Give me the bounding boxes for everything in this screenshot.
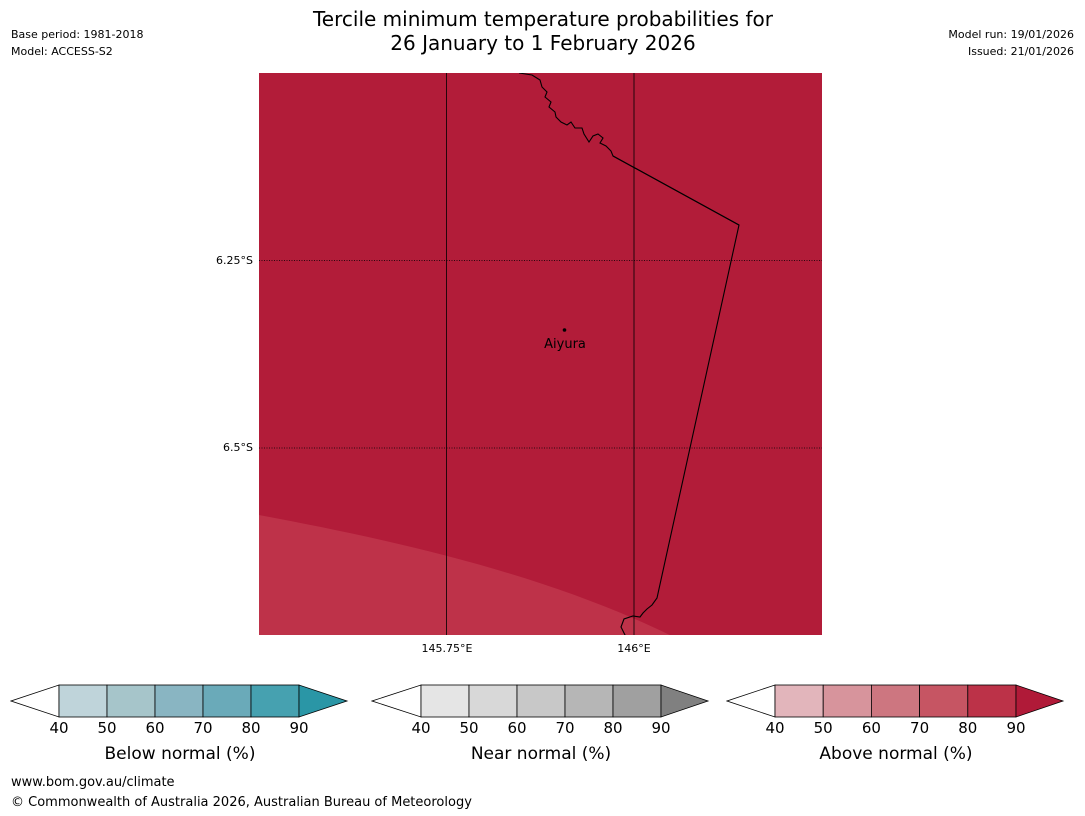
legend-swatch (202, 684, 252, 718)
tick-label: 60 (861, 719, 881, 737)
near-normal-ticks: 40 50 60 70 80 90 (371, 719, 711, 739)
bom-climate-link[interactable]: www.bom.gov.au/climate (11, 775, 175, 790)
legend-swatch (919, 684, 969, 718)
base-period: Base period: 1981-2018 (11, 28, 144, 41)
near-normal-colorbar (370, 684, 710, 718)
legend-swatch (516, 684, 566, 718)
below-normal-label: Below normal (%) (104, 744, 256, 764)
legend-extend-high (1015, 684, 1065, 718)
meta-left: Base period: 1981-2018 Model: ACCESS-S2 (11, 26, 143, 60)
title-line-1: Tercile minimum temperature probabilitie… (312, 7, 774, 31)
tick-label: 70 (910, 719, 930, 737)
title-line-2: 26 January to 1 February 2026 (390, 31, 696, 55)
legend-extend-high (660, 684, 710, 718)
above-normal-ticks: 40 50 60 70 80 90 (726, 719, 1066, 739)
legend-swatch (250, 684, 300, 718)
tick-label: 60 (145, 719, 165, 737)
tick-label: 40 (49, 719, 69, 737)
tick-label: 70 (555, 719, 575, 737)
legend-below-normal: 40 50 60 70 80 90 Below normal (%) (9, 684, 350, 774)
legend-swatch (612, 684, 662, 718)
legend-swatch (822, 684, 872, 718)
lat-label-6-5: 6.5°S (223, 441, 253, 454)
copyright-text: © Commonwealth of Australia 2026, Austra… (11, 795, 472, 810)
tick-label: 70 (193, 719, 213, 737)
legend-extend-low (370, 684, 422, 718)
lon-label-145-75: 145.75°E (421, 642, 473, 655)
tick-label: 60 (507, 719, 527, 737)
border-line (518, 73, 740, 635)
legend-above-normal: 40 50 60 70 80 90 Above normal (%) (725, 684, 1066, 774)
meta-right: Model run: 19/01/2026 Issued: 21/01/2026 (948, 26, 1074, 60)
lat-label-6-25: 6.25°S (216, 254, 253, 267)
legend-swatch (774, 684, 824, 718)
tick-label: 80 (241, 719, 261, 737)
tick-label: 40 (411, 719, 431, 737)
model-name: Model: ACCESS-S2 (11, 45, 113, 58)
legend-extend-high (298, 684, 349, 718)
legend-swatch (870, 684, 920, 718)
aiyura-marker (562, 328, 567, 332)
tick-label: 90 (651, 719, 671, 737)
above-normal-label: Above normal (%) (819, 744, 973, 764)
model-run: Model run: 19/01/2026 (948, 28, 1074, 41)
below-normal-ticks: 40 50 60 70 80 90 (10, 719, 350, 739)
near-normal-label: Near normal (%) (470, 744, 612, 764)
tick-label: 50 (459, 719, 479, 737)
legend-swatch (420, 684, 470, 718)
legend-swatch (106, 684, 156, 718)
above-normal-colorbar (725, 684, 1065, 718)
tick-label: 90 (289, 719, 309, 737)
coastline (612, 155, 740, 226)
legend-extend-low (725, 684, 776, 718)
legend-swatch (468, 684, 518, 718)
tick-label: 40 (765, 719, 785, 737)
below-normal-colorbar (9, 684, 349, 718)
tick-label: 50 (97, 719, 117, 737)
legend-swatch (154, 684, 204, 718)
aiyura-label: Aiyura (544, 337, 586, 352)
map-canvas (259, 73, 822, 635)
tick-label: 90 (1006, 719, 1026, 737)
legend-swatch (564, 684, 614, 718)
legend-swatch (58, 684, 108, 718)
tick-label: 80 (603, 719, 623, 737)
lon-label-146: 146°E (617, 642, 651, 655)
tick-label: 50 (813, 719, 833, 737)
legend-extend-low (9, 684, 60, 718)
legend-near-normal: 40 50 60 70 80 90 Near normal (%) (370, 684, 711, 774)
map-title: Tercile minimum temperature probabilitie… (243, 7, 843, 55)
legend-swatch (967, 684, 1017, 718)
tick-label: 80 (958, 719, 978, 737)
issued-date: Issued: 21/01/2026 (967, 45, 1074, 58)
probability-fill-lower (259, 515, 670, 635)
